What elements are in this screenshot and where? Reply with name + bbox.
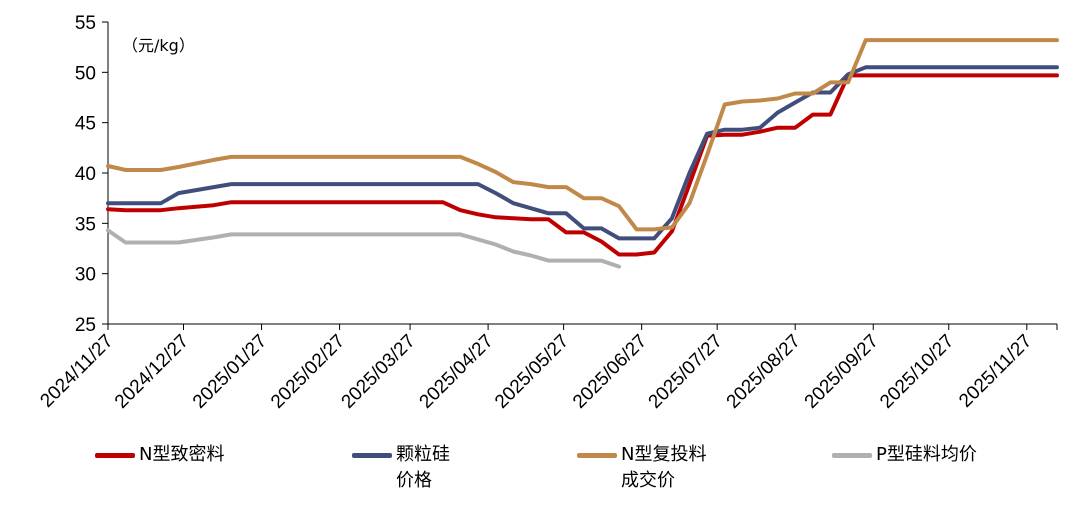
x-tick-label: 2025/11/27 — [955, 331, 1036, 412]
series-line-3 — [106, 38, 1059, 232]
legend-item-4: P型硅料均价 — [832, 442, 977, 468]
x-tick-label: 2025/02/27 — [267, 331, 349, 413]
legend-label: P型硅料均价 — [876, 444, 977, 465]
legend: N型致密料 颗粒硅 价格 N型复投料 成交价 P型硅料均价 — [0, 440, 1080, 509]
unit-label: （元/kg） — [122, 36, 195, 55]
x-tick-label: 2025/10/27 — [876, 331, 958, 413]
x-tick-label: 2025/08/27 — [723, 331, 805, 413]
series-layer — [106, 38, 1059, 269]
x-tick-label: 2025/09/27 — [801, 331, 883, 413]
y-tick-label: 55 — [75, 13, 96, 34]
legend-label: N型致密料 — [139, 444, 225, 465]
x-tick-label: 2025/04/27 — [416, 331, 498, 413]
x-tick-label: 2025/06/27 — [569, 331, 651, 413]
legend-label: N型复投料 成交价 — [621, 444, 707, 491]
y-tick-label: 25 — [75, 315, 96, 336]
legend-swatch — [95, 453, 135, 458]
x-tick-label: 2025/01/27 — [189, 331, 271, 413]
y-tick-label: 50 — [75, 63, 96, 84]
legend-item-1: N型致密料 — [95, 442, 224, 468]
series-line-4 — [106, 228, 621, 269]
legend-swatch — [352, 453, 392, 458]
x-axis: 2024/11/272024/12/272025/01/272025/02/27… — [36, 323, 1058, 413]
x-tick-label: 2024/11/27 — [36, 331, 117, 412]
series-line-2 — [106, 65, 1059, 241]
legend-item-2: 颗粒硅 价格 — [352, 442, 450, 494]
y-tick-label: 30 — [75, 265, 96, 286]
series-line-1 — [106, 73, 1059, 257]
x-tick-label: 2024/12/27 — [111, 331, 193, 413]
x-tick-label: 2025/03/27 — [338, 331, 420, 413]
legend-item-3: N型复投料 成交价 — [577, 442, 706, 494]
y-tick-label: 40 — [75, 164, 96, 185]
legend-swatch — [832, 453, 872, 458]
legend-swatch — [577, 453, 617, 458]
legend-label: 颗粒硅 价格 — [396, 444, 450, 491]
x-tick-label: 2025/05/27 — [491, 331, 573, 413]
x-tick-label: 2025/07/27 — [645, 331, 727, 413]
y-axis: 25 30 35 40 45 50 55 — [75, 13, 109, 336]
y-tick-label: 35 — [75, 214, 96, 235]
y-tick-label: 45 — [75, 114, 96, 135]
